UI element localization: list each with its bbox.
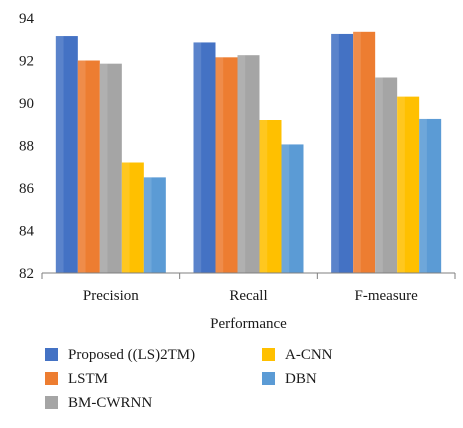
legend-swatch	[45, 396, 58, 409]
bar	[143, 177, 166, 273]
bar-fill	[99, 63, 122, 273]
legend-swatch	[262, 348, 275, 361]
legend-item: DBN	[262, 371, 317, 387]
legend-item: Proposed ((LS)2TM)	[45, 347, 195, 363]
bar-fill	[77, 60, 100, 273]
bar-fill	[121, 162, 144, 273]
bar	[331, 33, 354, 273]
bar-fill	[237, 55, 260, 273]
bar-highlight	[55, 36, 64, 273]
bar-highlight	[77, 60, 86, 273]
bar-highlight	[331, 33, 339, 273]
y-tick-label: 90	[19, 96, 34, 112]
bar-highlight	[259, 120, 268, 273]
y-tick-label: 88	[19, 139, 34, 155]
y-tick-label: 82	[19, 266, 34, 282]
legend-swatch	[45, 372, 58, 385]
legend: Proposed ((LS)2TM) LSTM BM-CWRNN A-CNN DBN	[45, 347, 333, 411]
legend-swatch	[262, 372, 275, 385]
bar-highlight	[121, 162, 130, 273]
legend-label: Proposed ((LS)2TM)	[68, 347, 195, 363]
y-tick-label: 94	[19, 11, 35, 27]
bar-highlight	[237, 55, 246, 273]
x-tick-label: Precision	[83, 288, 139, 304]
bar-fill	[353, 31, 376, 273]
bar	[121, 162, 144, 273]
legend-swatch	[45, 348, 58, 361]
bars	[55, 31, 442, 273]
bar	[353, 31, 376, 273]
bar	[281, 144, 304, 273]
x-tick-label: F-measure	[355, 288, 419, 304]
bar-highlight	[375, 77, 383, 273]
x-axis-title: Performance	[210, 316, 287, 332]
x-axis: Precision Recall F-measure	[41, 272, 456, 304]
bar-fill	[419, 118, 442, 273]
bar	[237, 55, 260, 273]
bar	[55, 36, 78, 273]
legend-item: LSTM	[45, 371, 108, 387]
bar-fill	[331, 33, 354, 273]
x-tick-label: Recall	[229, 288, 267, 304]
y-tick-label: 86	[19, 181, 35, 197]
bar-fill	[375, 77, 398, 273]
bar-fill	[215, 57, 238, 273]
bar-fill	[143, 177, 166, 273]
bar	[99, 63, 122, 273]
bar	[215, 57, 238, 273]
bar-highlight	[397, 96, 405, 273]
bar-highlight	[193, 42, 202, 273]
legend-label: DBN	[285, 371, 317, 387]
y-tick-label: 84	[19, 224, 35, 240]
bar-highlight	[281, 144, 290, 273]
bar-fill	[193, 42, 216, 273]
legend-label: A-CNN	[285, 347, 333, 363]
legend-label: BM-CWRNN	[68, 395, 152, 411]
bar-fill	[397, 96, 420, 273]
y-axis: 82 84 86 88 90 92 94	[19, 11, 35, 282]
bar-highlight	[215, 57, 224, 273]
bar	[375, 77, 398, 273]
bar	[397, 96, 420, 273]
y-tick-label: 92	[19, 54, 34, 70]
bar-highlight	[143, 177, 152, 273]
bar	[259, 120, 282, 273]
bar	[193, 42, 216, 273]
legend-item: A-CNN	[262, 347, 333, 363]
legend-item: BM-CWRNN	[45, 395, 152, 411]
bar-fill	[259, 120, 282, 273]
bar-highlight	[353, 31, 361, 273]
legend-label: LSTM	[68, 371, 108, 387]
bar-fill	[55, 36, 78, 273]
bar	[419, 118, 442, 273]
bar-highlight	[419, 118, 427, 273]
bar	[77, 60, 100, 273]
bar-highlight	[99, 63, 108, 273]
bar-fill	[281, 144, 304, 273]
